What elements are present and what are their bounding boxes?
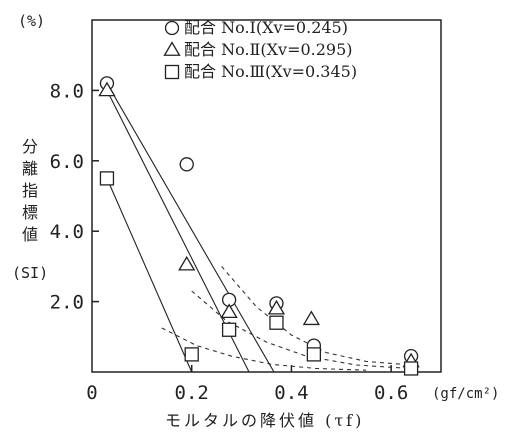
y-tick-label: 6.0 (50, 151, 84, 173)
legend-marker-2 (163, 41, 181, 56)
data-point-2 (267, 299, 286, 315)
legend-marker-1 (164, 20, 180, 36)
x-tick-label: 0.2 (175, 382, 209, 404)
legend: 配合 No.Ⅰ(Xv=0.245) 配合 No.Ⅱ(Xv=0.295) 配合 No.… (163, 18, 357, 81)
data-point-3 (403, 361, 419, 376)
data-points (98, 76, 420, 376)
fit-line-dashed-2 (191, 290, 412, 370)
data-point-3 (269, 315, 284, 330)
y-tick-label: 2.0 (50, 292, 84, 314)
y-axis-symbol: (SI) (12, 264, 48, 282)
data-point-2 (98, 81, 116, 97)
y-label-char: 離 (22, 159, 38, 178)
y-label-char: 標 (22, 203, 38, 222)
data-point-3 (221, 322, 237, 337)
x-axis-label: モルタルの降伏値 (τf) (165, 411, 364, 430)
x-tick-label: 0.4 (274, 382, 308, 404)
data-point-3 (99, 171, 115, 186)
data-point-2 (220, 303, 238, 319)
y-label-char: 分 (22, 137, 38, 156)
y-label-char: 値 (22, 225, 38, 244)
y-tick-label: 4.0 (50, 221, 84, 243)
fit-line-solid-1 (106, 83, 275, 373)
data-point-2 (178, 255, 196, 271)
y-tick-label: 8.0 (50, 80, 84, 102)
legend-label-1: 配合 No.Ⅰ(Xv=0.245) (184, 18, 348, 37)
y-label-char: 指 (22, 181, 38, 200)
legend-label-2: 配合 No.Ⅱ(Xv=0.295) (184, 40, 353, 59)
plot-area (91, 19, 442, 373)
x-axis-ticks: 0 0.2 0.4 0.6 (86, 365, 408, 404)
x-tick-label: 0.6 (374, 382, 408, 404)
fit-line-dashed-1 (221, 266, 412, 366)
legend-marker-3 (164, 64, 180, 80)
x-unit-label: (gf/cm²) (432, 386, 499, 402)
y-unit-label: (%) (18, 12, 45, 30)
y-axis-ticks: 2.0 4.0 6.0 8.0 (50, 80, 99, 314)
fit-line-solid-3 (106, 178, 193, 373)
x-tick-label: 0 (86, 382, 97, 404)
data-point-3 (306, 347, 322, 362)
data-point-3 (184, 347, 199, 362)
data-point-2 (302, 310, 321, 326)
data-point-1 (179, 157, 194, 172)
fit-line-dashed-3 (161, 327, 367, 371)
fit-lines (106, 83, 412, 373)
legend-label-3: 配合 No.Ⅲ(Xv=0.345) (184, 62, 357, 81)
